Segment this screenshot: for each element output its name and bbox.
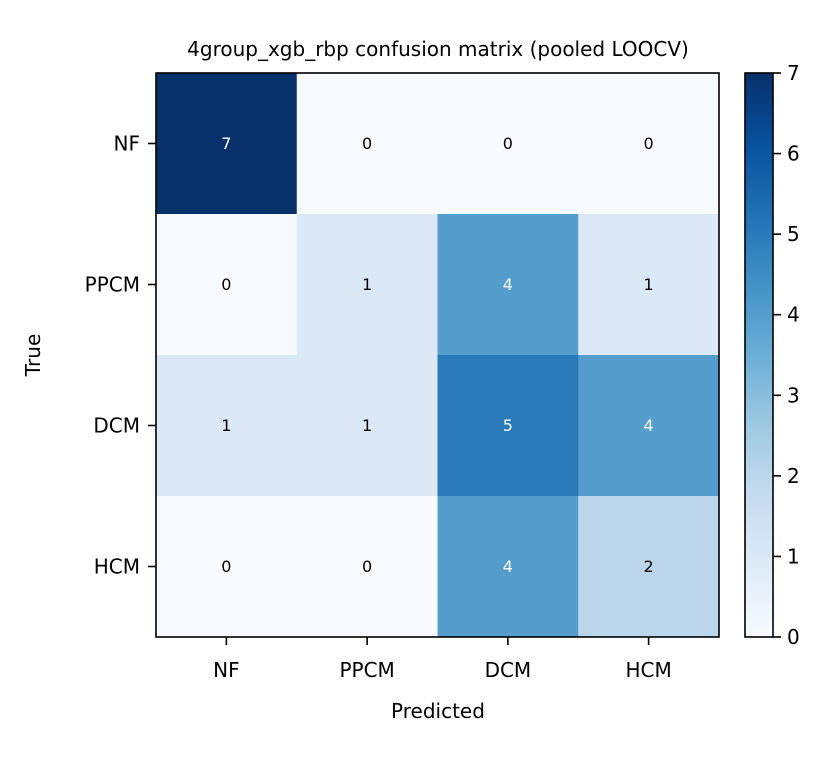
x-tick-label: DCM	[485, 658, 532, 682]
heatmap-cells	[156, 73, 720, 638]
y-axis-label: True	[21, 334, 45, 377]
plot-frame	[155, 72, 720, 638]
heatmap-cell	[437, 214, 579, 356]
cell-value-label: 7	[221, 134, 231, 153]
heatmap-cell	[296, 214, 438, 356]
heatmap-cell	[578, 214, 720, 356]
heatmap-cell	[156, 496, 298, 638]
cell-value-label: 0	[503, 134, 513, 153]
y-axis-ticks: NF PPCM DCM HCM	[85, 132, 156, 579]
heatmap-cell	[437, 73, 579, 215]
cell-value-label: 5	[503, 416, 513, 435]
heatmap-cell	[156, 214, 298, 356]
heatmap-cell	[296, 355, 438, 497]
heatmap-cell	[156, 73, 298, 215]
cell-value-label: 1	[644, 275, 654, 294]
cell-value-label: 1	[362, 416, 372, 435]
heatmap-cell	[578, 73, 720, 215]
cell-value-label: 2	[644, 557, 654, 576]
heatmap-cell	[578, 355, 720, 497]
heatmap-cell	[156, 355, 298, 497]
cell-value-label: 0	[221, 557, 231, 576]
colorbar-tick-label: 3	[787, 383, 800, 407]
y-tick-label: NF	[114, 132, 140, 156]
colorbar-tick-label: 2	[787, 464, 800, 488]
cell-value-label: 4	[644, 416, 654, 435]
colorbar-tick-label: 6	[787, 142, 800, 166]
colorbar-tick-label: 7	[787, 61, 800, 85]
heatmap-cell	[437, 496, 579, 638]
cell-value-label: 0	[362, 557, 372, 576]
x-tick-label: PPCM	[339, 658, 394, 682]
cell-value-label: 0	[362, 134, 372, 153]
heatmap-cell	[437, 355, 579, 497]
cell-value-label: 4	[503, 275, 513, 294]
cell-value-label: 0	[644, 134, 654, 153]
y-tick-label: PPCM	[85, 273, 140, 297]
cell-value-label: 4	[503, 557, 513, 576]
cell-value-labels: 7 0 0 0 0 1 4 1 1 1 5 4 0 0 4 2	[221, 134, 653, 576]
cell-value-label: 0	[221, 275, 231, 294]
cell-value-label: 1	[221, 416, 231, 435]
colorbar-tick-label: 0	[787, 625, 800, 649]
heatmap-cell	[578, 496, 720, 638]
chart-title: 4group_xgb_rbp confusion matrix (pooled …	[187, 37, 689, 61]
colorbar-tick-label: 4	[787, 303, 800, 327]
colorbar	[744, 72, 774, 638]
x-axis-ticks: NF PPCM DCM HCM	[213, 637, 672, 682]
x-tick-label: HCM	[625, 658, 671, 682]
heatmap-cell	[296, 73, 438, 215]
x-tick-label: NF	[213, 658, 239, 682]
cell-value-label: 1	[362, 275, 372, 294]
y-tick-label: HCM	[94, 555, 140, 579]
colorbar-ticks: 0 1 2 3 4 5 6 7	[773, 61, 800, 649]
heatmap-cell	[296, 496, 438, 638]
x-axis-label: Predicted	[391, 699, 485, 723]
colorbar-tick-label: 5	[787, 222, 800, 246]
y-tick-label: DCM	[93, 414, 140, 438]
colorbar-tick-label: 1	[787, 544, 800, 568]
